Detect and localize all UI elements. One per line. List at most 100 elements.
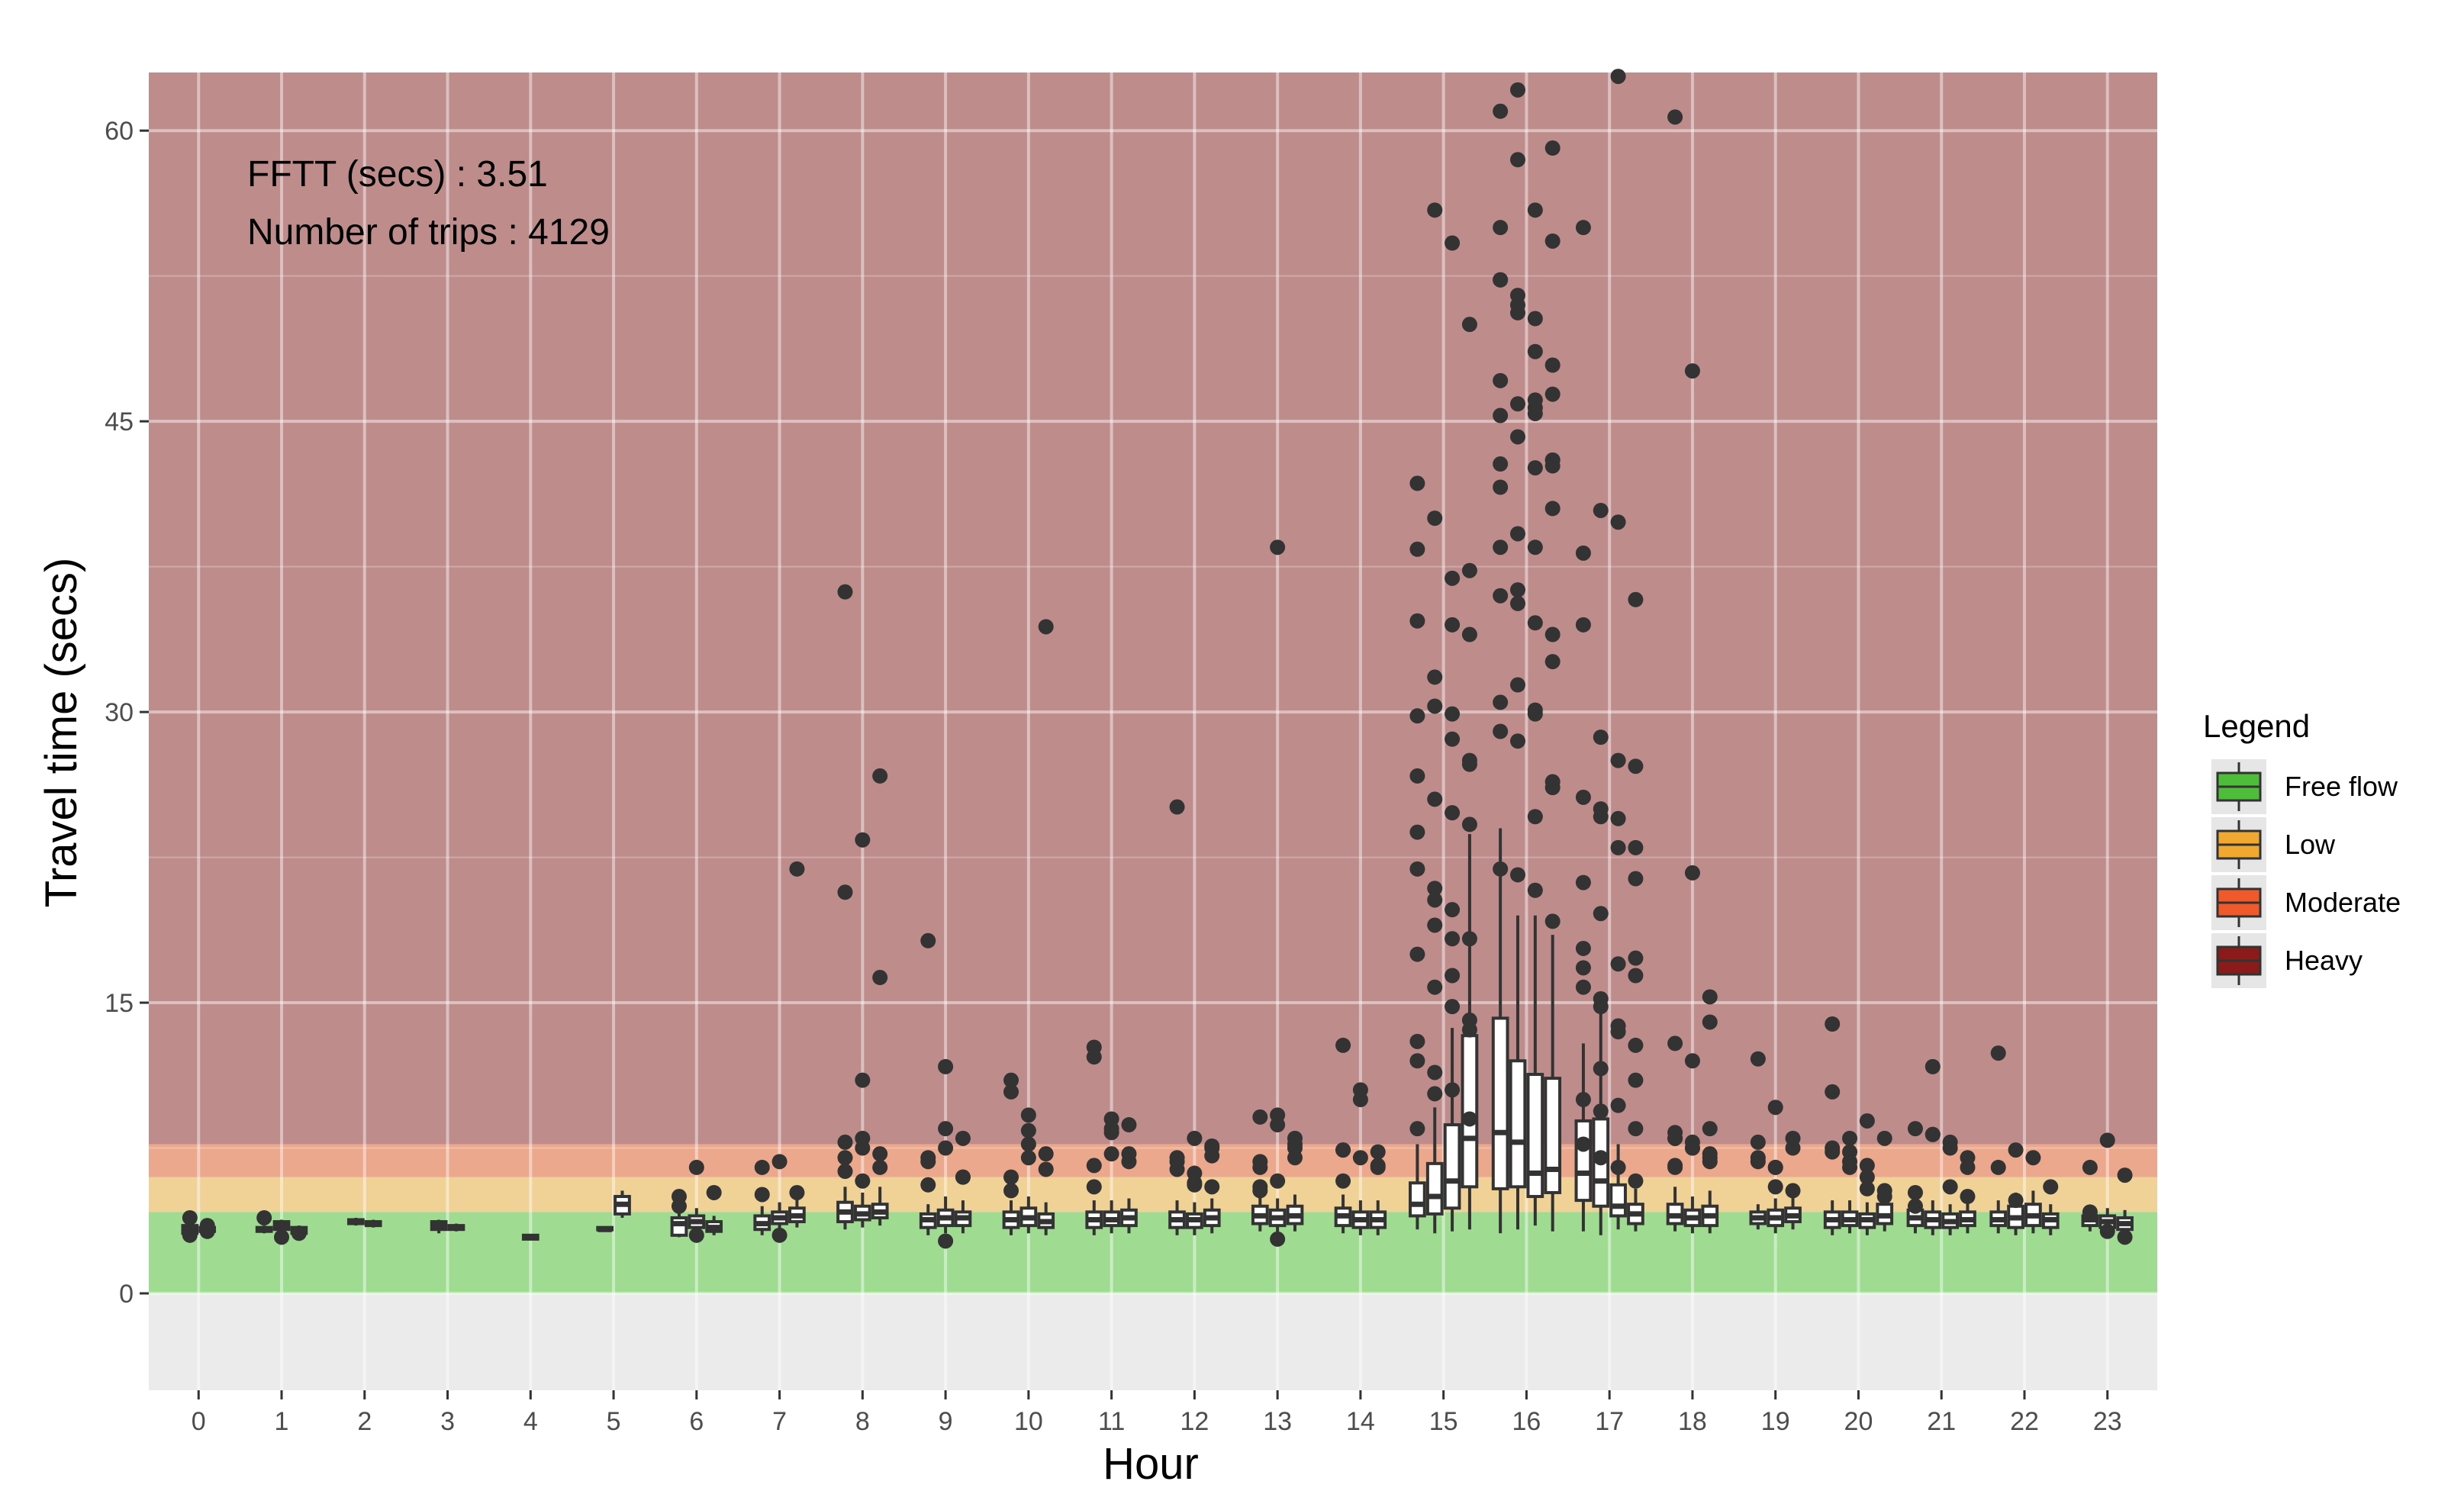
outlier-point	[1575, 617, 1591, 633]
hour-group-16	[1491, 82, 1562, 1234]
outlier-point	[1527, 311, 1543, 327]
hour-group-9	[919, 932, 972, 1249]
hour-group-8	[836, 584, 889, 1230]
x-tick-label: 18	[1678, 1407, 1707, 1436]
outlier-point	[1493, 272, 1509, 288]
outlier-point	[1876, 1130, 1892, 1146]
outlier-point	[1370, 1144, 1386, 1160]
outlier-point	[955, 1130, 971, 1146]
outlier-point	[1575, 789, 1591, 805]
outlier-point	[855, 832, 871, 848]
hour-group-11	[1085, 1039, 1138, 1235]
outlier-point	[1750, 1051, 1766, 1067]
outlier-point	[1575, 979, 1591, 995]
outlier-point	[1461, 816, 1477, 832]
legend-label: Free flow	[2285, 771, 2398, 802]
outlier-point	[1750, 1154, 1766, 1170]
outlier-point	[920, 932, 936, 948]
hour-group-21	[1906, 1058, 1976, 1235]
hour-group-1	[255, 1209, 308, 1245]
outlier-point	[1370, 1158, 1386, 1174]
outlier-point	[688, 1227, 704, 1243]
fftt-annotation: FFTT (secs) : 3.51	[247, 154, 548, 195]
outlier-point	[837, 584, 853, 600]
x-tick-label: 21	[1927, 1407, 1956, 1436]
x-tick-label: 14	[1346, 1407, 1375, 1436]
outlier-point	[1252, 1109, 1268, 1125]
outlier-point	[1003, 1169, 1019, 1185]
outlier-point	[1610, 752, 1626, 768]
outlier-point	[1628, 1173, 1644, 1189]
outlier-point	[955, 1169, 971, 1185]
y-axis-title: Travel time (secs)	[37, 558, 86, 908]
outlier-point	[789, 861, 805, 877]
hour-group-4	[521, 1233, 540, 1241]
outlier-point	[1907, 1184, 1923, 1200]
outlier-point	[1702, 1014, 1718, 1030]
outlier-point	[1352, 1150, 1368, 1166]
outlier-point	[1003, 1183, 1019, 1199]
outlier-point	[1427, 1086, 1443, 1102]
outlier-point	[1684, 1134, 1700, 1150]
outlier-point	[1493, 220, 1509, 236]
outlier-point	[1942, 1179, 1958, 1195]
outlier-point	[1445, 570, 1461, 586]
outlier-point	[1445, 902, 1461, 918]
outlier-point	[1445, 968, 1461, 984]
outlier-point	[1510, 677, 1526, 693]
outlier-point	[1187, 1165, 1203, 1181]
hour-group-19	[1749, 1051, 1802, 1234]
x-tick-label: 20	[1844, 1407, 1873, 1436]
outlier-point	[855, 1072, 871, 1088]
outlier-point	[1352, 1092, 1368, 1108]
outlier-point	[1409, 1121, 1425, 1137]
outlier-point	[1287, 1150, 1303, 1166]
outlier-point	[1684, 363, 1700, 379]
outlier-point	[1409, 613, 1425, 629]
outlier-point	[1628, 591, 1644, 607]
x-axis-title: Hour	[1103, 1439, 1199, 1489]
outlier-point	[1842, 1130, 1858, 1146]
outlier-point	[1493, 694, 1509, 710]
outlier-point	[2082, 1159, 2098, 1175]
outlier-point	[1544, 780, 1561, 796]
box	[1443, 1123, 1461, 1210]
outlier-point	[1427, 669, 1443, 685]
outlier-point	[1121, 1117, 1137, 1133]
outlier-point	[1702, 1121, 1718, 1137]
outlier-point	[1876, 1183, 1892, 1199]
x-tick-label: 1	[275, 1407, 289, 1436]
outlier-point	[688, 1159, 704, 1175]
x-tick-label: 5	[607, 1407, 621, 1436]
box	[670, 1216, 688, 1237]
outlier-point	[1427, 202, 1443, 218]
outlier-point	[1527, 882, 1543, 898]
outlier-point	[2117, 1229, 2133, 1245]
outlier-point	[1628, 1037, 1644, 1053]
outlier-point	[182, 1209, 198, 1225]
hour-group-6	[670, 1159, 723, 1243]
outlier-point	[1575, 1136, 1591, 1152]
outlier-point	[1461, 1022, 1477, 1038]
outlier-point	[1204, 1179, 1220, 1195]
outlier-point	[1461, 317, 1477, 333]
x-tick-label: 10	[1014, 1407, 1043, 1436]
y-tick-label: 0	[119, 1280, 134, 1309]
y-tick-label: 60	[105, 117, 134, 146]
outlier-point	[1859, 1180, 1875, 1196]
outlier-point	[1767, 1179, 1783, 1195]
outlier-point	[1628, 968, 1644, 984]
outlier-point	[1270, 539, 1286, 556]
outlier-point	[1409, 946, 1425, 962]
legend: Legend Free flow Low Moderate Heavy	[2203, 708, 2401, 988]
outlier-point	[1461, 931, 1477, 947]
outlier-point	[1187, 1130, 1203, 1146]
outlier-point	[1187, 1177, 1203, 1193]
outlier-point	[2117, 1167, 2133, 1183]
outlier-point	[1702, 989, 1718, 1005]
outlier-point	[1544, 626, 1561, 642]
outlier-point	[1544, 501, 1561, 517]
hour-group-17	[1574, 69, 1644, 1235]
outlier-point	[1610, 514, 1626, 530]
outlier-point	[1335, 1142, 1351, 1158]
